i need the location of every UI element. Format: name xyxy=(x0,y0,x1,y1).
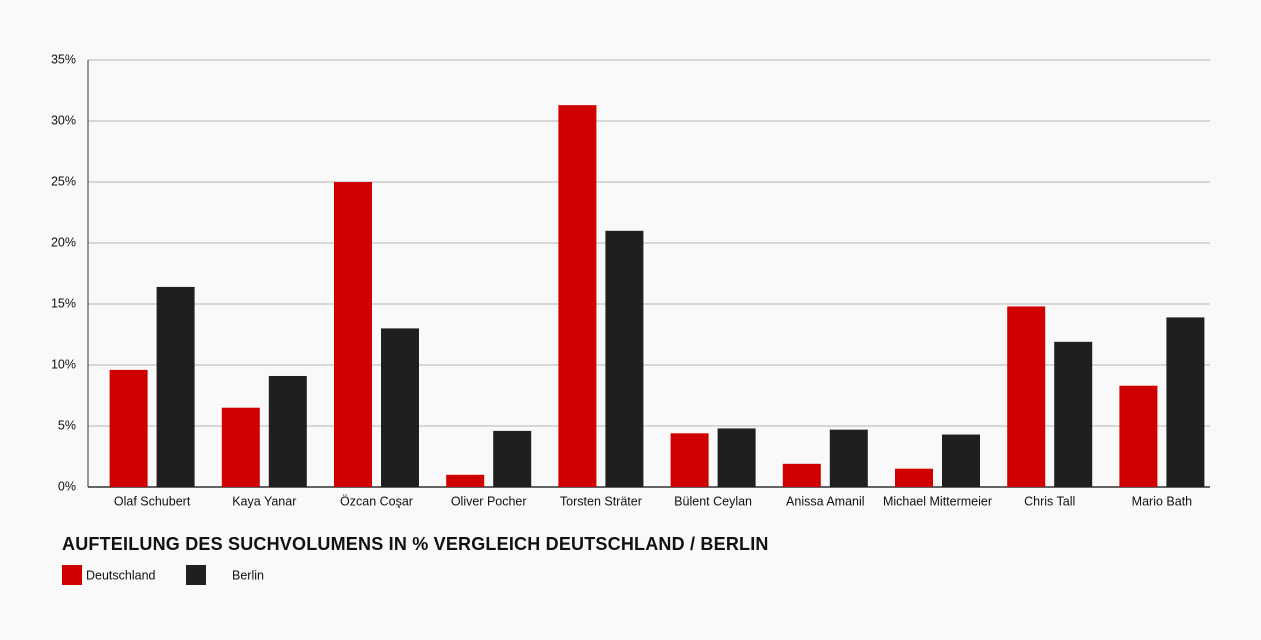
bar xyxy=(1119,385,1158,487)
legend-label: Deutschland xyxy=(86,568,156,582)
bar xyxy=(493,430,532,487)
bar xyxy=(895,468,933,487)
bar xyxy=(558,105,597,487)
bar xyxy=(942,434,980,487)
bar xyxy=(1166,317,1205,487)
legend-label: Berlin xyxy=(232,568,264,582)
y-tick-label: 25% xyxy=(51,174,76,188)
bar xyxy=(446,474,485,487)
y-tick-label: 5% xyxy=(58,418,76,432)
bar xyxy=(156,286,195,487)
y-tick-label: 35% xyxy=(51,52,76,66)
y-tick-label: 30% xyxy=(51,113,76,127)
x-tick-label: Mario Bath xyxy=(1132,494,1192,508)
bar xyxy=(1007,306,1046,487)
x-tick-label: Anissa Amanil xyxy=(786,494,865,508)
y-tick-label: 0% xyxy=(58,479,76,493)
x-tick-label: Kaya Yanar xyxy=(232,494,296,508)
x-tick-label: Michael Mittermeier xyxy=(883,494,992,508)
bar xyxy=(782,463,821,487)
legend-swatch xyxy=(186,565,206,585)
x-tick-label: Bülent Ceylan xyxy=(674,494,752,508)
bar xyxy=(221,407,260,487)
bar xyxy=(268,375,307,487)
bar xyxy=(1054,341,1093,487)
x-tick-label: Oliver Pocher xyxy=(451,494,527,508)
x-tick-label: Olaf Schubert xyxy=(114,494,191,508)
chart-title: AUFTEILUNG DES SUCHVOLUMENS IN % VERGLEI… xyxy=(62,534,769,554)
bar xyxy=(109,369,148,487)
legend-swatch xyxy=(62,565,82,585)
y-tick-label: 15% xyxy=(51,296,76,310)
y-tick-label: 20% xyxy=(51,235,76,249)
y-tick-label: 10% xyxy=(51,357,76,371)
x-tick-label: Torsten Sträter xyxy=(560,494,642,508)
x-tick-label: Özcan Coşar xyxy=(340,494,413,508)
bar xyxy=(334,182,372,487)
bar xyxy=(381,328,419,487)
bar xyxy=(605,230,644,488)
bar xyxy=(670,433,709,487)
bar xyxy=(829,429,868,487)
bar xyxy=(717,428,756,487)
x-tick-label: Chris Tall xyxy=(1024,494,1075,508)
